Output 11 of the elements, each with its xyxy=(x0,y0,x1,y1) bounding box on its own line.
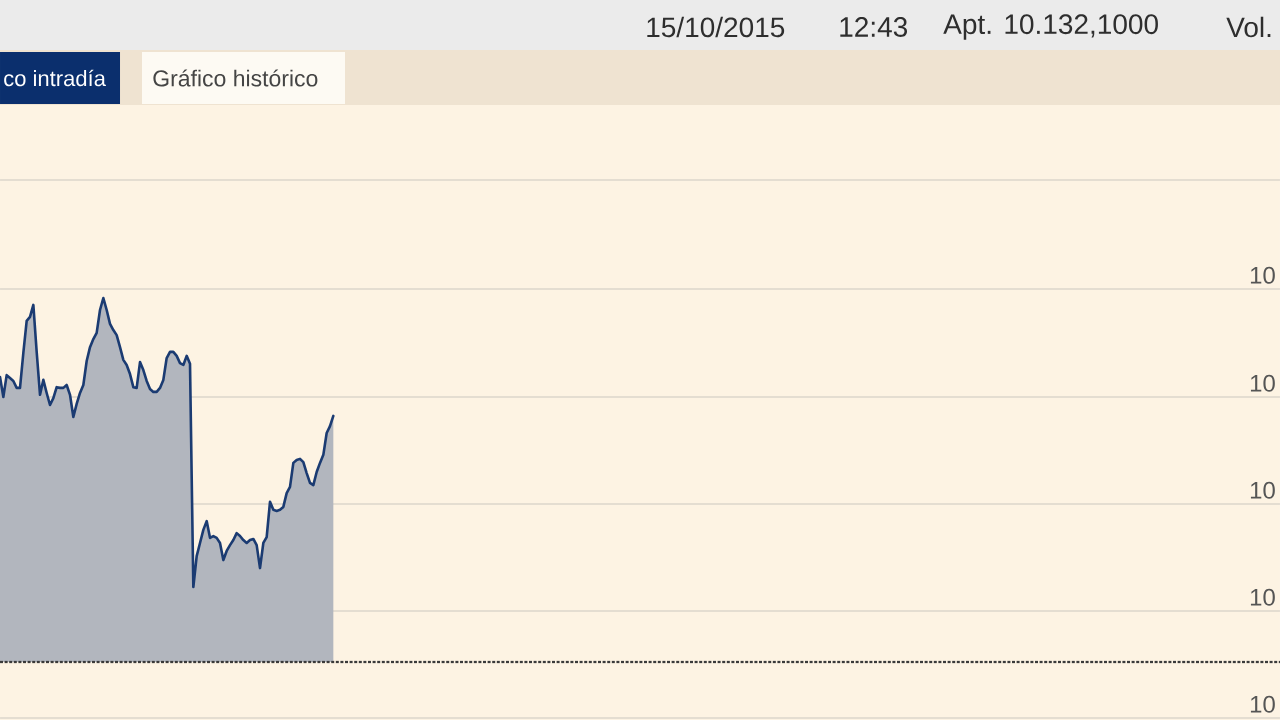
annotation: 10 xyxy=(1250,588,1275,606)
text: Gráfico histórico xyxy=(153,69,318,87)
annotation: 10 xyxy=(1250,374,1275,392)
text: co intradía xyxy=(4,69,106,87)
text: 12:43 xyxy=(840,17,908,37)
text: 10 xyxy=(1250,266,1275,284)
text: 15/10/2015 xyxy=(647,16,785,38)
text: Vol. xyxy=(1226,16,1271,38)
text: 10 xyxy=(1250,695,1275,713)
annotation: 10 xyxy=(1250,481,1275,499)
text: Apt. 10.132,1000 xyxy=(943,14,1158,40)
